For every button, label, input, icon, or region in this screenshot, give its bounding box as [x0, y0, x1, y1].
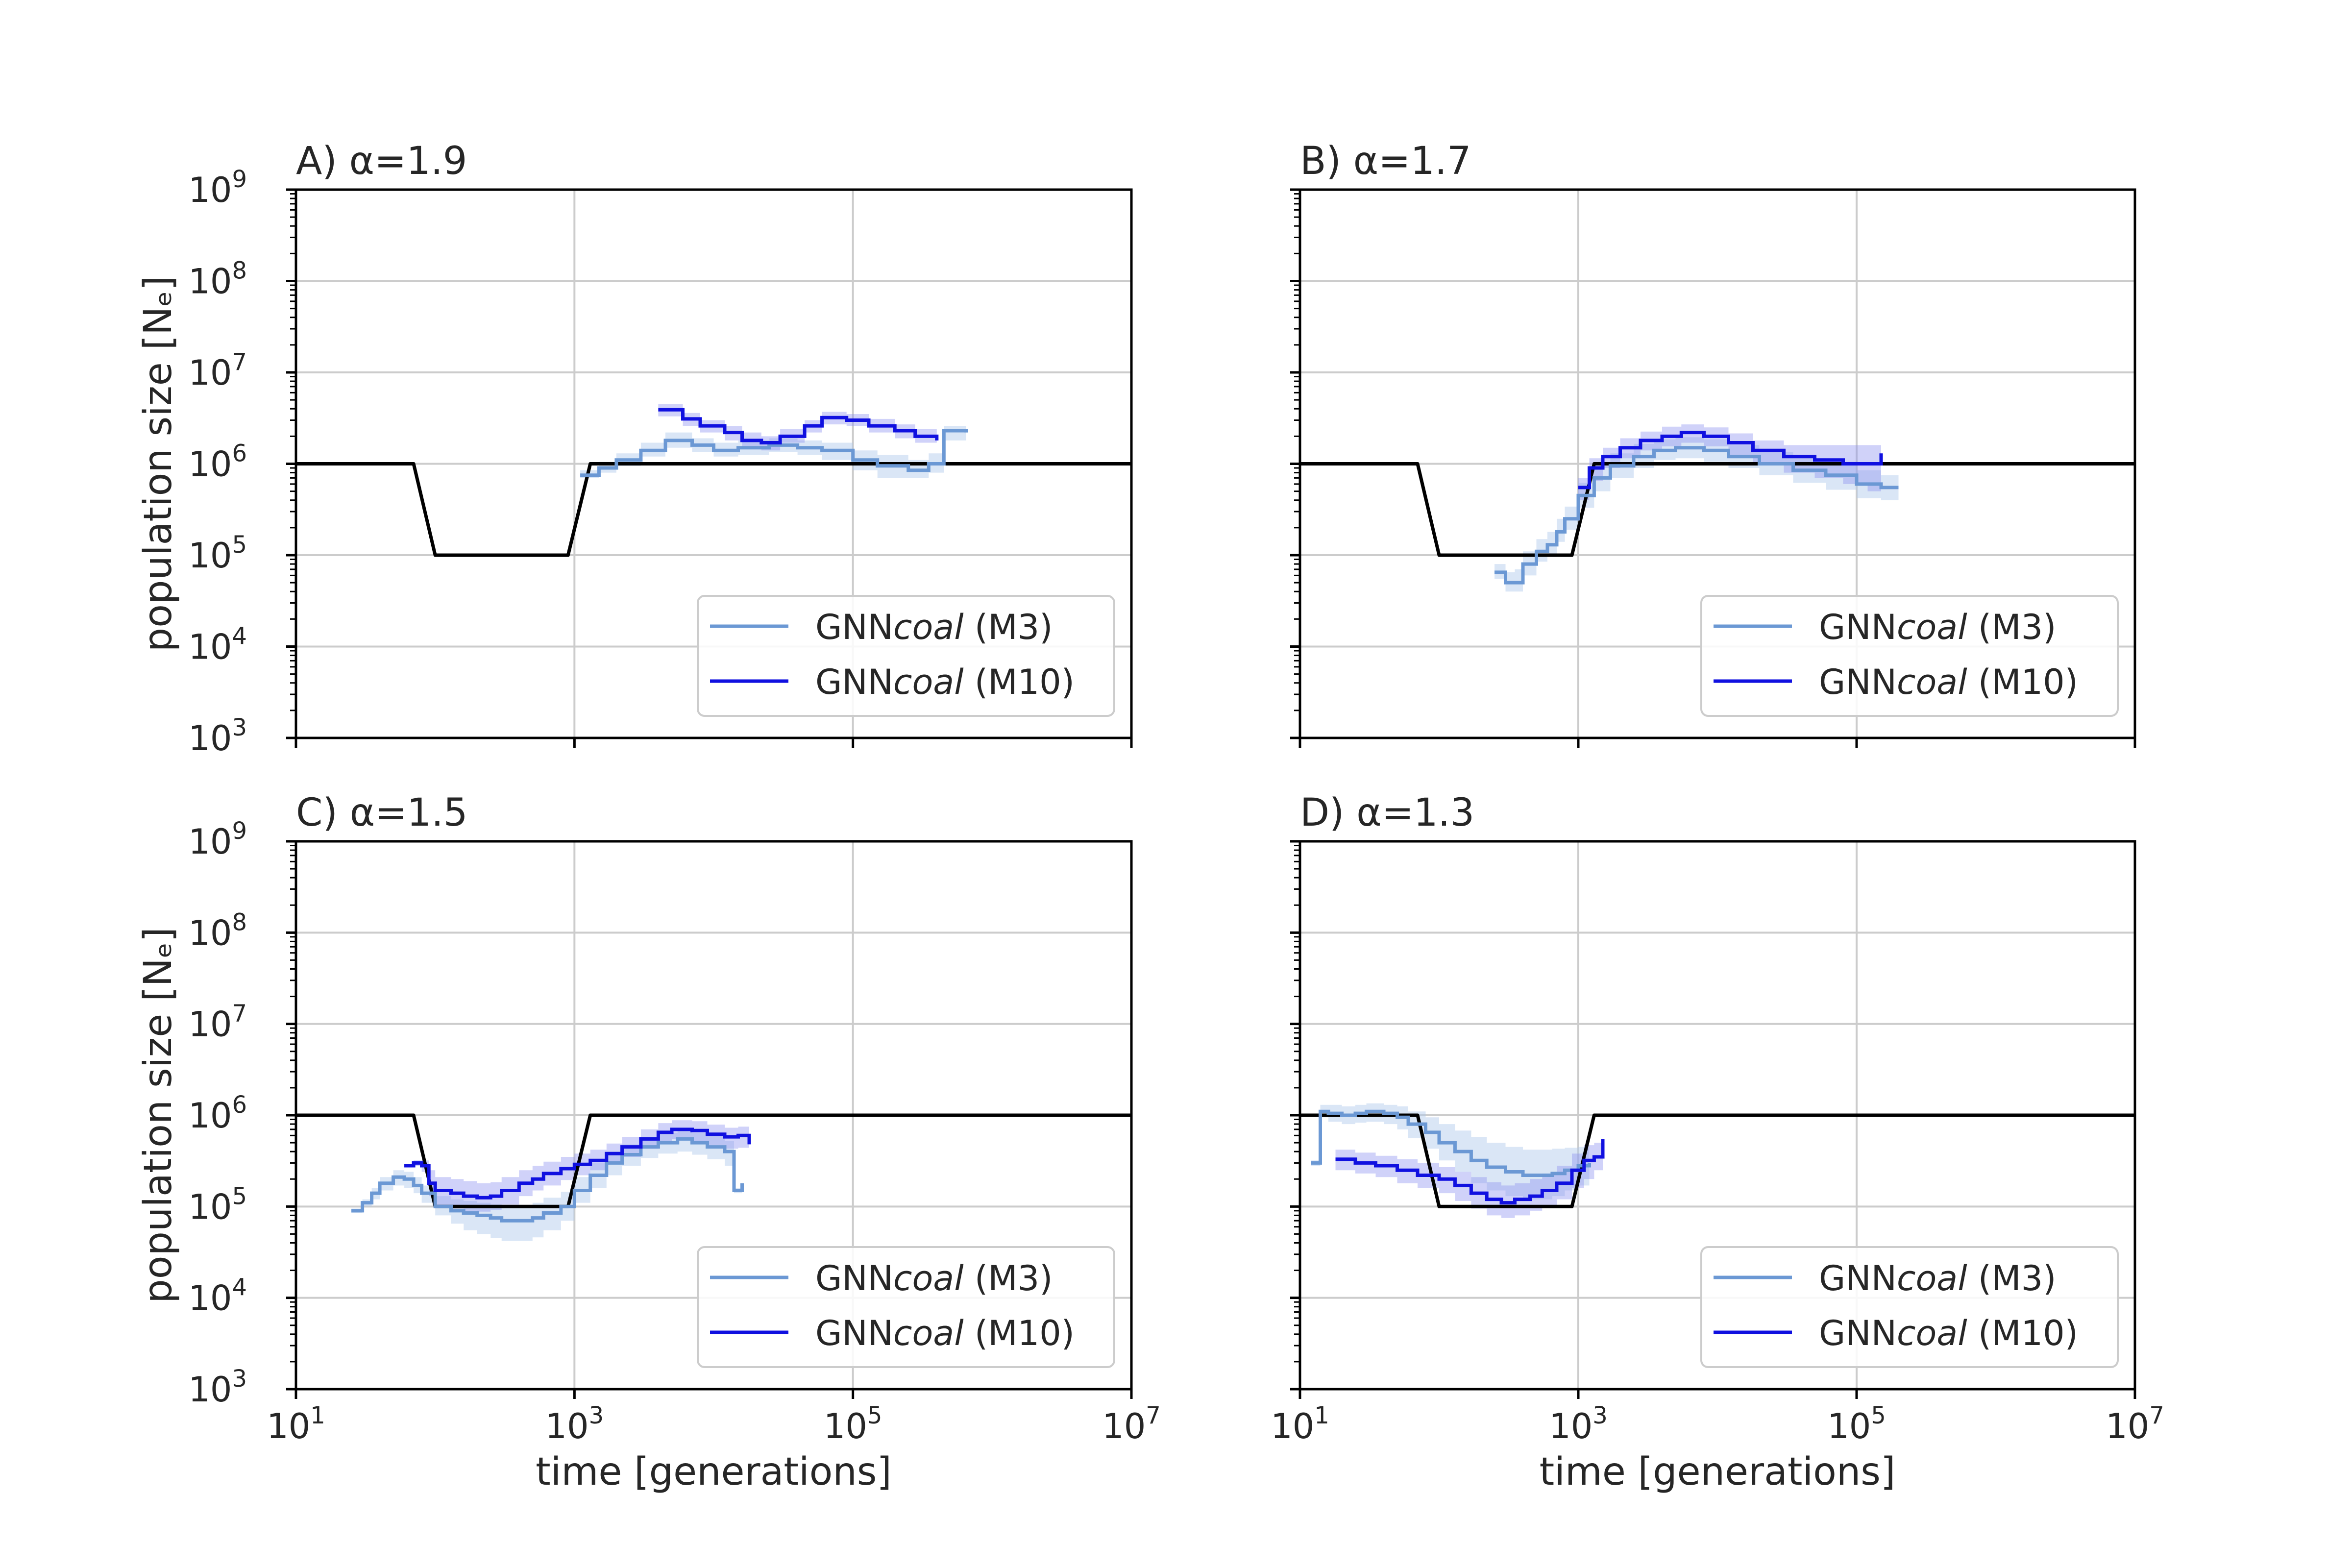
true-population-line: [296, 462, 1131, 557]
panel-title: A) α=1.9: [296, 139, 467, 183]
plot-area: [1300, 1103, 2135, 1218]
y-tick-label: 106: [188, 440, 247, 485]
x-tick-label: 103: [545, 1402, 604, 1446]
series-line-m10: [658, 408, 939, 444]
legend-label-m3: GNNcoal (M3): [1819, 607, 2056, 647]
series-band-m3: [351, 1130, 742, 1241]
y-tick-label: 105: [188, 531, 247, 576]
y-tick-label: 108: [188, 257, 247, 302]
chart-panel-1: B) α=1.7 GNNcoal (M3) GNNcoal (M10): [1290, 139, 2136, 748]
true-population-line: [296, 1113, 1131, 1208]
series-line-m3: [1494, 446, 1899, 585]
y-axis-label: population size [Nₑ]: [136, 276, 180, 652]
plot-area: [296, 404, 1131, 557]
y-tick-label: 105: [188, 1182, 247, 1227]
y-tick-label: 104: [188, 1274, 247, 1319]
legend: GNNcoal (M3) GNNcoal (M10): [1700, 595, 2119, 717]
legend-label-m10: GNNcoal (M10): [1819, 1313, 2078, 1353]
panel-title: D) α=1.3: [1300, 791, 1474, 835]
x-tick-label: 105: [824, 1402, 882, 1446]
x-tick-label: 107: [2106, 1402, 2164, 1446]
x-tick-label: 103: [1549, 1402, 1608, 1446]
y-tick-label: 104: [188, 623, 247, 667]
series-band-m3: [1494, 437, 1899, 592]
panel-title: C) α=1.5: [296, 791, 468, 835]
panel-title: B) α=1.7: [1300, 139, 1471, 183]
legend: GNNcoal (M3) GNNcoal (M10): [697, 595, 1115, 717]
series-line-m10: [404, 1127, 751, 1200]
y-tick-label: 103: [188, 714, 247, 759]
x-tick-label: 101: [1271, 1402, 1329, 1446]
chart-panel-2: 101 103 105 107 103 104 105 106 107 108 109 C) α=1.…: [136, 791, 1161, 1494]
y-tick-label: 109: [188, 817, 247, 862]
plot-area: [296, 1113, 1131, 1241]
legend-box: [697, 595, 1115, 717]
legend-box: [697, 1246, 1115, 1368]
y-tick-label: 108: [188, 908, 247, 953]
legend-box: [1700, 1246, 2119, 1368]
legend-label-m3: GNNcoal (M3): [1819, 1258, 2056, 1298]
series-band-m10: [658, 404, 937, 451]
y-axis-label: population size [Nₑ]: [136, 927, 180, 1303]
x-tick-label: 107: [1102, 1402, 1161, 1446]
y-tick-label: 109: [188, 166, 247, 210]
series-band-m3: [1311, 1103, 1590, 1200]
legend-label-m10: GNNcoal (M10): [815, 662, 1075, 702]
x-tick-label: 101: [267, 1402, 325, 1446]
y-tick-label: 106: [188, 1091, 247, 1136]
x-tick-label: 105: [1827, 1402, 1886, 1446]
legend: GNNcoal (M3) GNNcoal (M10): [697, 1246, 1115, 1368]
true-population-line: [1300, 462, 2135, 557]
series-band-m10: [1578, 424, 1881, 500]
y-tick-label: 103: [188, 1365, 247, 1410]
legend-label-m3: GNNcoal (M3): [815, 1258, 1053, 1298]
y-tick-label: 107: [188, 1000, 247, 1045]
series-line-m3: [580, 429, 968, 477]
chart-panel-3: 101 103 105 107 D) α=1.3 time [generations] GN…: [1271, 791, 2164, 1494]
x-axis-label: time [generations]: [1540, 1450, 1896, 1494]
legend-label-m3: GNNcoal (M3): [815, 607, 1053, 647]
x-axis-label: time [generations]: [536, 1450, 892, 1494]
legend: GNNcoal (M3) GNNcoal (M10): [1700, 1246, 2119, 1368]
series-line-m10: [1335, 1139, 1605, 1205]
legend-label-m10: GNNcoal (M10): [1819, 662, 2078, 702]
y-tick-label: 107: [188, 348, 247, 393]
series-line-m10: [1578, 431, 1883, 490]
legend-box: [1700, 595, 2119, 717]
chart-panel-0: 103 104 105 106 107 108 109 A) α=1.9 population …: [136, 139, 1133, 759]
legend-label-m10: GNNcoal (M10): [815, 1313, 1075, 1353]
plot-area: [1300, 424, 2135, 592]
series-line-m3: [351, 1137, 744, 1223]
series-line-m3: [1311, 1109, 1591, 1177]
